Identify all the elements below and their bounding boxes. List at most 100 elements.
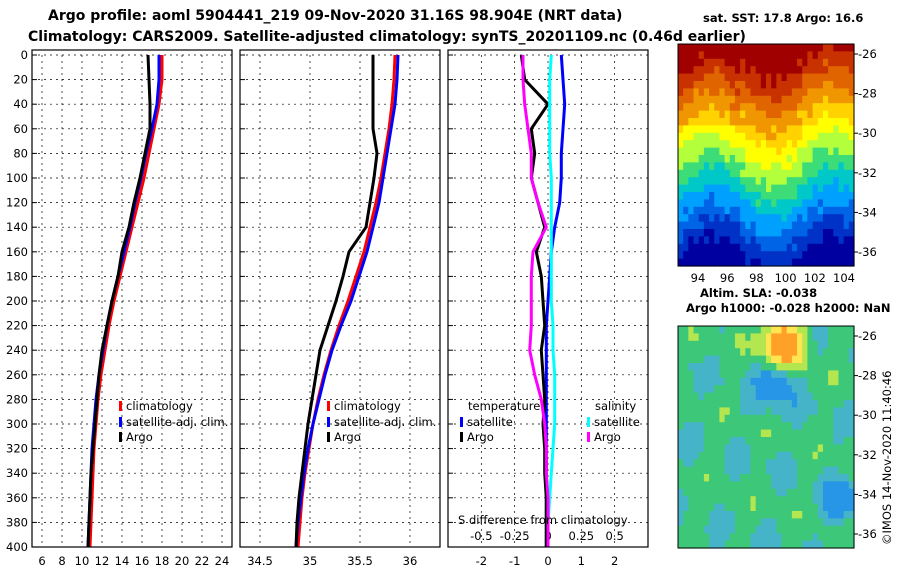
map-cell (760, 370, 767, 379)
map-cell (688, 466, 695, 475)
map-cell (833, 51, 840, 60)
map-cell (750, 184, 757, 193)
map-cell (797, 229, 803, 237)
map-cell (848, 66, 855, 75)
map-cell (807, 192, 814, 200)
map-lat-label: -28 (858, 369, 877, 383)
map-cell (683, 206, 689, 215)
map-cell (817, 125, 824, 134)
map-cell (776, 58, 783, 67)
map-cell (678, 140, 684, 149)
map-cell (817, 110, 824, 119)
map-cell (802, 95, 809, 104)
map-cell (797, 66, 803, 75)
map-cell (786, 147, 793, 156)
map-cell (688, 518, 695, 527)
map-cell (755, 370, 762, 379)
map-cell (807, 162, 814, 171)
map-cell (734, 503, 741, 512)
map-cell (807, 525, 814, 534)
map-cell (750, 103, 757, 112)
map-cell (678, 377, 684, 386)
map-cell (781, 459, 788, 468)
map-cell (802, 177, 809, 186)
map-cell (745, 243, 752, 252)
map-cell (750, 258, 757, 267)
map-cell (828, 155, 834, 163)
map-cell (781, 58, 788, 67)
map-cell (848, 540, 855, 549)
map-cell (678, 206, 684, 215)
map-cell (817, 496, 824, 505)
map-cell (698, 407, 705, 416)
map-cell (714, 51, 721, 60)
map-cell (828, 184, 834, 193)
map-cell (750, 236, 757, 245)
map-cell (698, 474, 705, 482)
map-cell (678, 243, 684, 252)
salinity-legend: climatology satellite-adj. clim. Argo (327, 399, 436, 444)
map-cell (709, 370, 715, 379)
map-cell (838, 236, 845, 245)
map-cell (760, 88, 767, 97)
map-cell (714, 511, 721, 519)
map-cell (745, 533, 752, 542)
depth-tick-label: 400 (6, 540, 28, 554)
map-cell (703, 533, 710, 542)
map-cell (776, 140, 783, 149)
map-cell (781, 214, 788, 223)
map-cell (693, 118, 700, 126)
map-cell (693, 333, 700, 342)
map-cell (828, 236, 834, 245)
map-cell (776, 414, 783, 423)
map-cell (822, 340, 829, 349)
map-cell (766, 229, 772, 237)
map-cell (729, 140, 736, 149)
map-cell (729, 348, 736, 357)
map-cell (833, 414, 840, 423)
map-cell (766, 199, 772, 208)
map-cell (683, 444, 689, 453)
map-cell (802, 355, 809, 364)
map-cell (812, 326, 819, 334)
map-cell (709, 177, 715, 186)
map-cell (843, 511, 850, 519)
map-cell (802, 88, 809, 97)
map-cell (791, 437, 798, 445)
map-cell (760, 333, 767, 342)
map-cell (848, 125, 855, 134)
map-cell (833, 140, 840, 149)
map-cell (714, 118, 721, 126)
map-cell (709, 206, 715, 215)
map-cell (843, 496, 850, 505)
map-cell (760, 540, 767, 549)
map-cell (703, 140, 710, 149)
map-cell (848, 110, 855, 119)
map-cell (781, 95, 788, 104)
map-cell (719, 110, 726, 119)
map-cell (786, 525, 793, 534)
map-cell (688, 155, 695, 163)
map-cell (760, 407, 767, 416)
map-cell (843, 147, 850, 156)
map-cell (698, 422, 705, 431)
map-cell (734, 184, 741, 193)
map-cell (833, 496, 840, 505)
map-cell (766, 437, 772, 445)
series-line-argo (86, 54, 152, 548)
map-cell (719, 414, 726, 423)
map-cell (791, 488, 798, 497)
map-cell (678, 236, 684, 245)
map-cell (755, 66, 762, 75)
map-cell (797, 466, 803, 475)
map-cell (698, 177, 705, 186)
map-cell (688, 429, 695, 438)
map-cell (843, 81, 850, 89)
map-cell (781, 162, 788, 171)
map-cell (734, 414, 741, 423)
map-cell (802, 73, 809, 82)
map-cell (745, 481, 752, 490)
map-cell (698, 229, 705, 237)
map-cell (688, 385, 695, 394)
map-cell (807, 503, 814, 512)
